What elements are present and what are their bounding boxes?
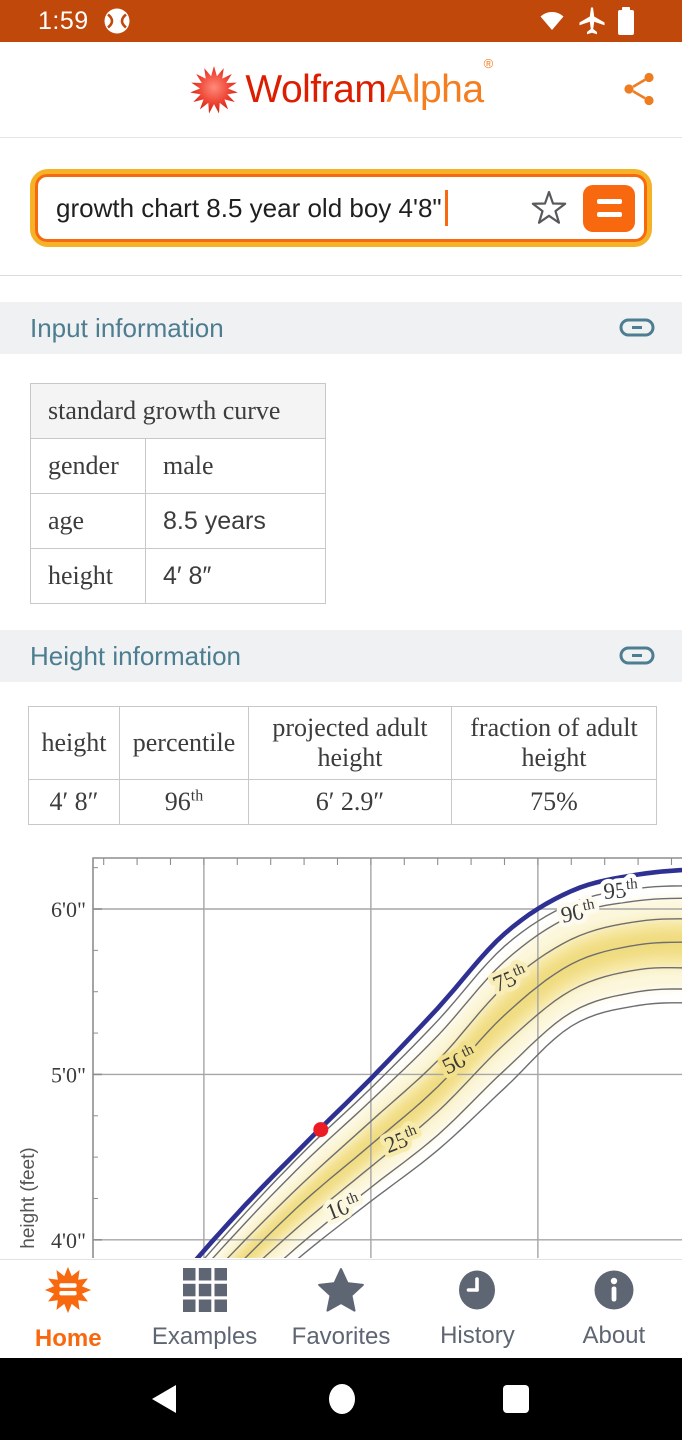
- logo-text: WolframAlpha®: [245, 55, 493, 111]
- nav-item-favorites[interactable]: Favorites: [273, 1260, 409, 1358]
- status-bar: 1:59: [0, 0, 682, 42]
- wolfram-spikey-icon: [190, 65, 239, 113]
- favorite-query-button[interactable]: [529, 188, 569, 228]
- airplane-mode-icon: [579, 7, 605, 35]
- table-header-cell: standard growth curve: [30, 383, 326, 439]
- nav-item-home[interactable]: Home: [0, 1260, 136, 1358]
- link-icon: [619, 318, 655, 337]
- section-title: Height information: [30, 641, 241, 671]
- share-icon: [624, 72, 654, 106]
- android-navigation-bar: [0, 1358, 682, 1440]
- nav-label: Home: [34, 1325, 102, 1352]
- ball-notification-icon: [103, 7, 131, 35]
- pod-link-button[interactable]: [618, 645, 656, 672]
- compute-button[interactable]: [583, 184, 635, 232]
- y-axis-tick-label: 4'0": [51, 1228, 86, 1253]
- input-information-table: standard growth curve gender male age 8.…: [30, 383, 326, 604]
- equals-icon: [596, 199, 622, 204]
- nav-item-history[interactable]: History: [409, 1260, 545, 1358]
- current-height-marker: [313, 1122, 329, 1138]
- share-button[interactable]: [620, 70, 658, 113]
- nav-item-about[interactable]: About: [546, 1260, 682, 1358]
- status-icons: [536, 6, 636, 36]
- grid-icon: [182, 1268, 227, 1312]
- search-box: growth chart 8.5 year old boy 4'8": [30, 169, 652, 247]
- battery-icon: [618, 7, 634, 35]
- back-button[interactable]: [150, 1383, 178, 1415]
- y-axis-tick-label: 6'0": [51, 897, 86, 922]
- clock-icon: [459, 1270, 496, 1310]
- input-information-section-bar: Input information: [0, 302, 682, 354]
- height-information-section-bar: Height information: [0, 630, 682, 682]
- table-row: age 8.5 years: [30, 493, 326, 549]
- y-axis-tick-label: 5'0": [51, 1062, 86, 1087]
- app-header: WolframAlpha®: [0, 42, 682, 138]
- wolfram-burst-icon: [45, 1266, 92, 1314]
- text-cursor: [444, 190, 448, 226]
- nav-label: Examples: [151, 1323, 258, 1350]
- link-icon: [619, 646, 655, 665]
- y-axis-title: height (feet): [18, 1147, 39, 1248]
- table-row: 4′ 8″ 96th 6′ 2.9″ 75%: [28, 778, 657, 825]
- home-button[interactable]: [327, 1382, 357, 1416]
- pod-link-button[interactable]: [618, 317, 656, 344]
- search-section: growth chart 8.5 year old boy 4'8": [0, 138, 682, 276]
- nav-label: History: [440, 1322, 515, 1349]
- query-text: growth chart 8.5 year old boy 4'8": [56, 192, 442, 223]
- star-outline-icon: [531, 190, 567, 224]
- recents-button[interactable]: [502, 1383, 530, 1415]
- query-input[interactable]: growth chart 8.5 year old boy 4'8": [35, 174, 647, 242]
- table-row: height 4′ 8″: [30, 548, 326, 604]
- table-header-row: height percentile projected adult height…: [28, 706, 657, 780]
- clock-text: 1:59: [38, 6, 89, 35]
- nav-label: Favorites: [291, 1323, 391, 1350]
- wolframalpha-logo: WolframAlpha®: [189, 55, 493, 115]
- nav-label: About: [582, 1322, 646, 1349]
- section-title: Input information: [30, 313, 224, 343]
- growth-chart[interactable]: 10th25th50th75th90th95th6'0"5'0"4'0"heig…: [0, 855, 682, 1258]
- nav-item-examples[interactable]: Examples: [136, 1260, 272, 1358]
- info-icon: [594, 1270, 634, 1310]
- height-information-table: height percentile projected adult height…: [28, 706, 657, 825]
- wifi-icon: [540, 12, 564, 30]
- bottom-navigation: Home Examples Favorites: [0, 1259, 682, 1358]
- percentile-label: 95th: [602, 876, 639, 904]
- table-row: gender male: [30, 438, 326, 494]
- star-icon: [318, 1268, 364, 1312]
